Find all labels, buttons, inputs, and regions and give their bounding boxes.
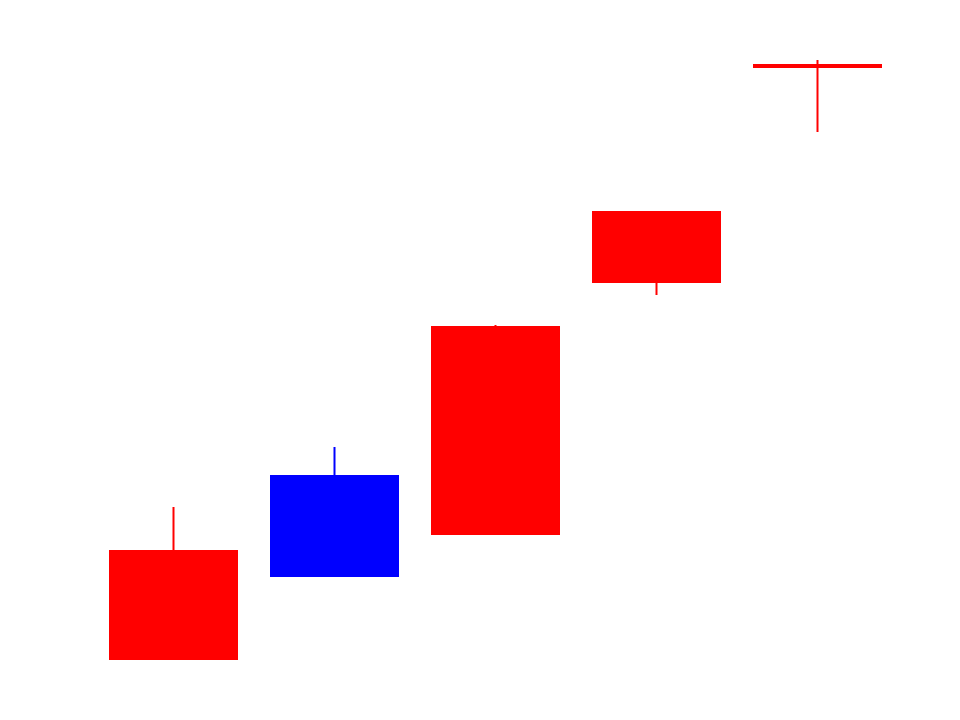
candle-body-2 <box>431 326 560 535</box>
candle-body-1 <box>270 475 399 577</box>
candle-body-0 <box>109 550 238 660</box>
candle-body-3 <box>592 211 721 283</box>
candle-body-4 <box>753 64 882 68</box>
